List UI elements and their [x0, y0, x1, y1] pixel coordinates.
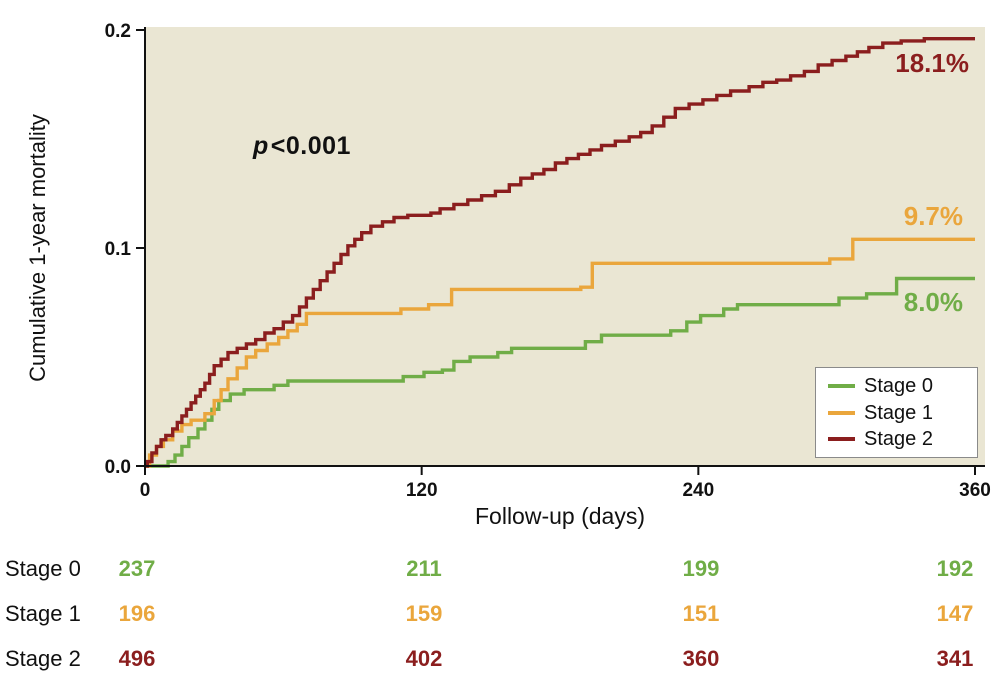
- legend-label-stage2: Stage 2: [864, 428, 933, 450]
- x-tick-label: 120: [406, 480, 438, 501]
- x-tick-label: 0: [140, 480, 151, 501]
- stage2-line-swatch: [828, 437, 855, 441]
- legend-item-stage2: Stage 2: [828, 429, 967, 449]
- series-line-stage-2: [145, 37, 975, 468]
- risk-count: 151: [682, 601, 720, 626]
- y-axis-title: Cumulative 1-year mortality: [25, 114, 50, 382]
- risk-row-label-stage1: Stage 1: [5, 601, 81, 626]
- risk-count: 196: [118, 601, 156, 626]
- p-value-annotation: p<0.001: [253, 132, 351, 161]
- risk-count: 192: [936, 556, 974, 581]
- end-label-stage2: 18.1%: [895, 48, 969, 78]
- series-line-stage-1: [145, 237, 975, 468]
- risk-count: 341: [936, 646, 974, 671]
- legend-label-stage0: Stage 0: [864, 375, 933, 397]
- x-tick-label: 240: [682, 480, 714, 501]
- risk-row-label-stage2: Stage 2: [5, 646, 81, 671]
- risk-count: 402: [405, 646, 443, 671]
- stage0-line-swatch: [828, 384, 855, 388]
- risk-count: 159: [405, 601, 443, 626]
- legend-label-stage1: Stage 1: [864, 401, 933, 424]
- risk-count: 199: [682, 556, 720, 581]
- risk-count: 360: [682, 646, 720, 671]
- risk-count: 211: [406, 556, 442, 581]
- y-tick-label: 0.2: [105, 21, 131, 42]
- legend: Stage 0 Stage 1 Stage 2: [815, 367, 978, 458]
- survival-chart: 0 120 240 360 0.0 0.1 0.2: [105, 21, 991, 501]
- end-label-stage0: 8.0%: [903, 287, 963, 317]
- x-axis-title: Follow-up (days): [475, 503, 645, 529]
- legend-item-stage1: Stage 1: [828, 403, 967, 423]
- stage1-line-swatch: [828, 410, 855, 415]
- p-threshold: <0.001: [270, 132, 351, 160]
- y-tick-label: 0.1: [105, 239, 132, 260]
- risk-count: 496: [118, 646, 156, 671]
- y-tick-label: 0.0: [105, 457, 131, 478]
- x-tick-label: 360: [959, 480, 991, 501]
- risk-count: 147: [936, 601, 974, 626]
- series-line-stage-0: [145, 276, 975, 468]
- p-symbol: p: [253, 132, 269, 160]
- end-label-stage1: 9.7%: [903, 201, 963, 231]
- risk-count: 237: [118, 556, 156, 581]
- legend-item-stage0: Stage 0: [828, 376, 967, 396]
- risk-row-label-stage0: Stage 0: [5, 556, 81, 581]
